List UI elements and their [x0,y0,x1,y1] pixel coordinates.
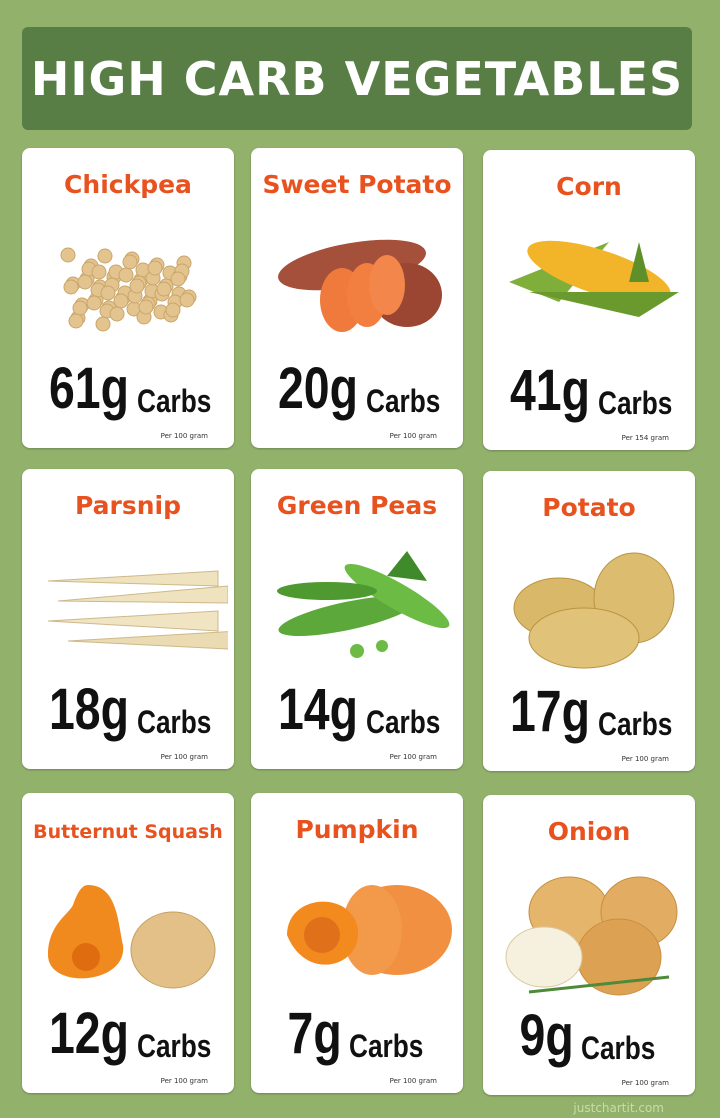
chickpeas-image [60,247,197,332]
carb-unit: Carbs [349,1028,424,1064]
serving-size: Per 154 gram [621,434,669,442]
sweet-potato-image [278,239,442,332]
carb-value: 14g [277,677,358,742]
potato-image [513,552,675,669]
carb-amount: 61g Carbs [22,356,234,421]
carb-unit: Carbs [136,1028,212,1064]
serving-size: Per 100 gram [389,432,437,440]
serving-size: Per 100 gram [621,755,669,763]
vegetable-name: Pumpkin [295,815,419,844]
carb-value: 12g [48,1001,129,1066]
carb-value: 7g [287,1001,342,1066]
carb-unit: Carbs [365,383,441,419]
green-peas-image [277,551,450,658]
serving-size: Per 100 gram [621,1079,669,1087]
vegetable-card-parsnip: Parsnip 18g Carbs Per 100 gram [22,469,234,769]
vegetable-name: Green Peas [276,491,438,520]
carb-unit: Carbs [597,385,673,421]
pumpkin-image [287,885,452,975]
vegetable-card-pumpkin: Pumpkin 7g Carbs Per 100 gram [251,793,463,1093]
carb-value: 41g [509,358,590,423]
carb-unit: Carbs [365,704,441,740]
carb-value: 18g [48,677,129,742]
onion-image [505,876,678,996]
vegetable-name: Chickpea [64,170,192,199]
page-title: HIGH CARB VEGETABLES [30,51,684,106]
carb-value: 9g [519,1003,574,1068]
butternut-squash-image [48,885,216,989]
title-bar: HIGH CARB VEGETABLES [22,27,692,130]
corn-image [509,240,679,317]
vegetable-name: Sweet Potato [262,170,452,199]
vegetable-name: Onion [547,817,631,846]
carb-unit: Carbs [581,1030,656,1066]
vegetable-name: Corn [556,172,622,201]
carb-amount: 14g Carbs [251,677,463,742]
carb-value: 17g [509,679,590,744]
vegetable-card-potato: Potato 17g Carbs Per 100 gram [483,471,695,771]
carb-amount: 17g Carbs [483,679,695,744]
vegetable-name: Parsnip [75,491,181,520]
carb-amount: 9g Carbs [483,1003,695,1068]
serving-size: Per 100 gram [160,1077,208,1085]
serving-size: Per 100 gram [160,753,208,761]
vegetable-name: Butternut Squash [33,821,223,843]
carb-amount: 18g Carbs [22,677,234,742]
vegetable-card-corn: Corn 41g Carbs Per 154 gram [483,150,695,450]
carb-amount: 7g Carbs [251,1001,463,1066]
serving-size: Per 100 gram [389,753,437,761]
serving-size: Per 100 gram [160,432,208,440]
vegetable-name: Potato [542,493,636,522]
carb-unit: Carbs [597,706,673,742]
serving-size: Per 100 gram [389,1077,437,1085]
vegetable-card-green-peas: Green Peas 14g Carbs Per 100 gram [251,469,463,769]
carb-amount: 41g Carbs [483,358,695,423]
footer-watermark: justchartit.com [573,1101,664,1115]
parsnip-image [47,570,228,650]
vegetable-card-sweet-potato: Sweet Potato 20g Carbs Per 100 gram [251,148,463,448]
carb-value: 61g [48,356,129,421]
vegetable-card-onion: Onion 9g Carbs Per 100 gram [483,795,695,1095]
vegetable-card-chickpeas: Chickpea 61g Carbs Per 100 gram [22,148,234,448]
vegetable-card-butternut-squash: Butternut Squash 12g Carbs Per 100 gram [22,793,234,1093]
carb-unit: Carbs [136,383,212,419]
carb-value: 20g [277,356,358,421]
carb-amount: 12g Carbs [22,1001,234,1066]
carb-amount: 20g Carbs [251,356,463,421]
carb-unit: Carbs [136,704,212,740]
